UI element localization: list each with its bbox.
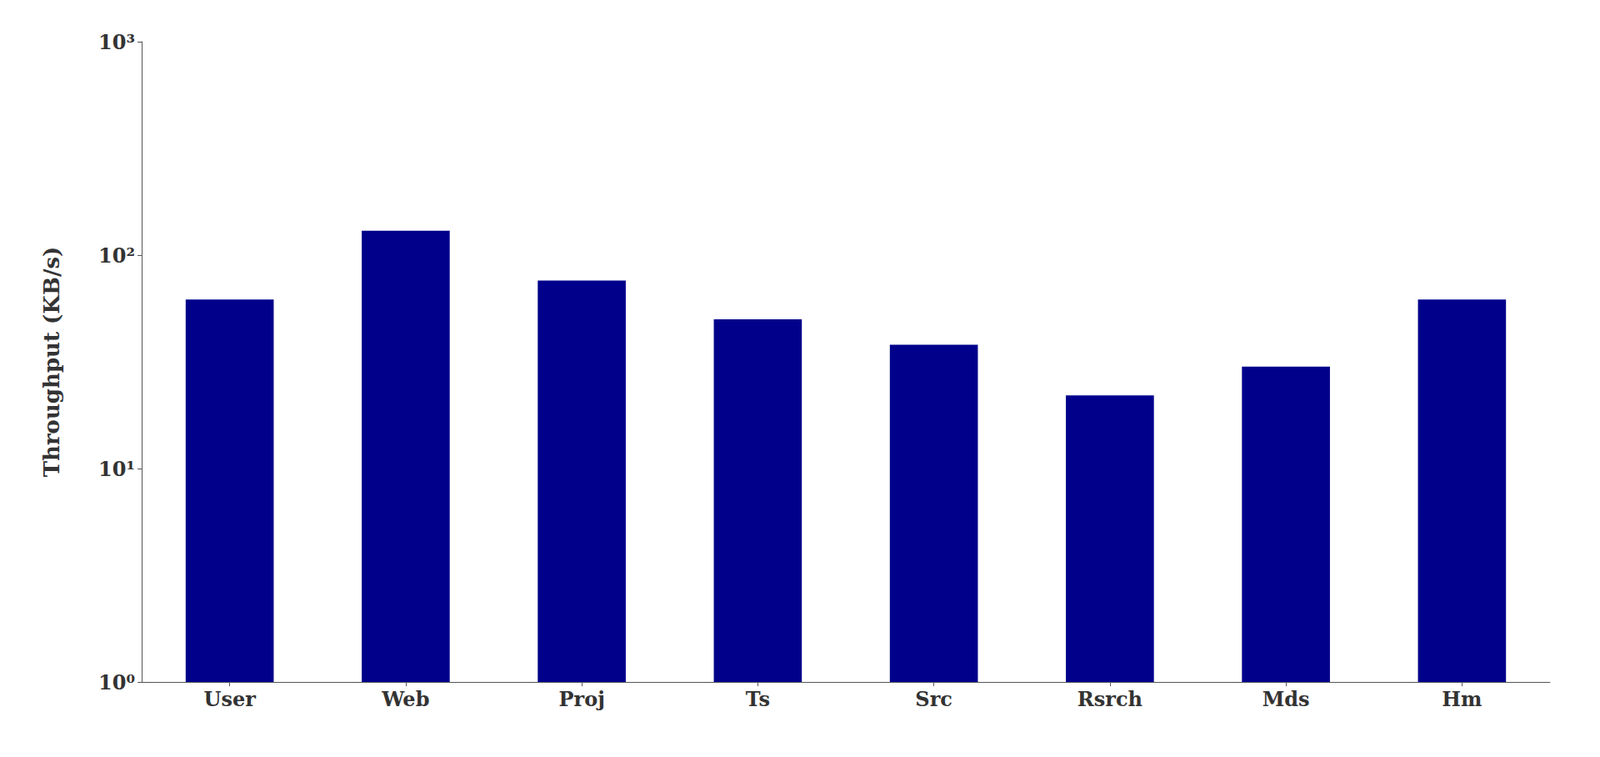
svg-text:Throughput (KB/s): Throughput (KB/s) bbox=[39, 246, 65, 478]
svg-text:Mds: Mds bbox=[1262, 686, 1310, 711]
svg-text:User: User bbox=[203, 686, 256, 711]
svg-text:10²: 10² bbox=[98, 243, 135, 268]
svg-text:Proj: Proj bbox=[558, 686, 605, 711]
svg-text:Web: Web bbox=[380, 686, 430, 711]
svg-text:Rsrch: Rsrch bbox=[1077, 686, 1143, 711]
svg-text:10¹: 10¹ bbox=[98, 456, 135, 481]
svg-text:Ts: Ts bbox=[745, 686, 770, 711]
svg-text:10⁰: 10⁰ bbox=[98, 670, 135, 695]
svg-text:Src: Src bbox=[915, 686, 953, 711]
svg-text:10³: 10³ bbox=[98, 30, 135, 55]
svg-text:Hm: Hm bbox=[1441, 686, 1482, 711]
